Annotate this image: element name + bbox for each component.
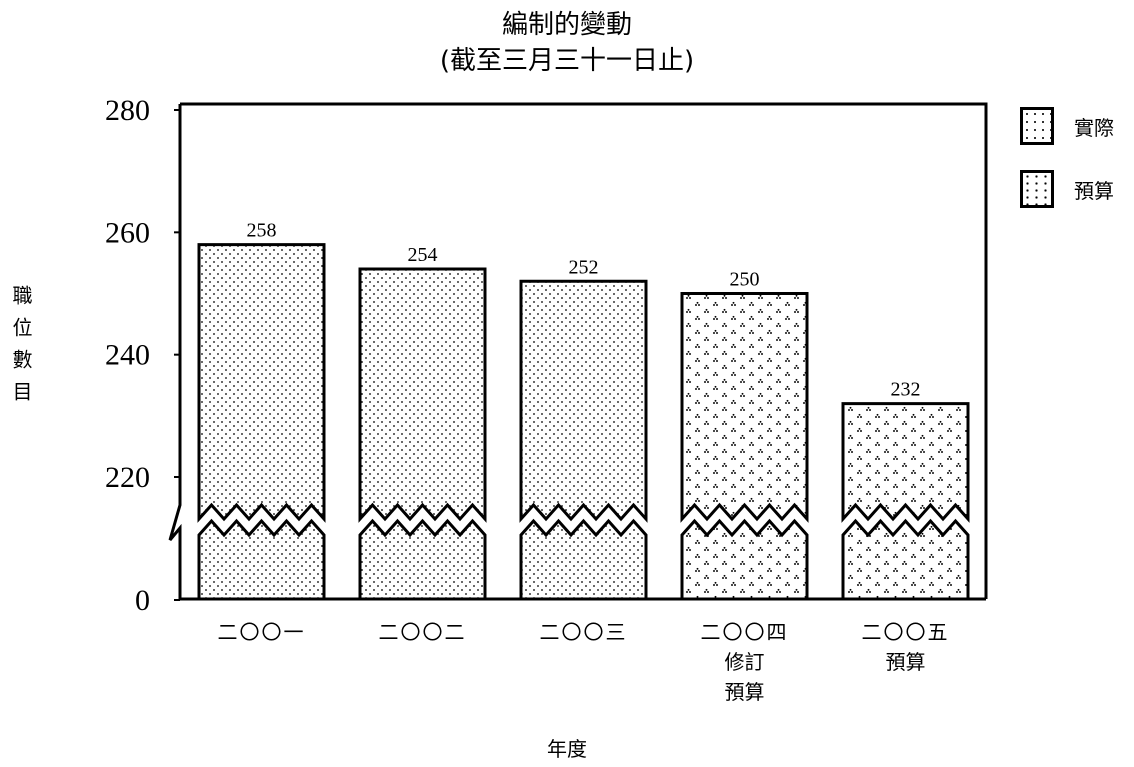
legend-swatch-estimate bbox=[1020, 170, 1054, 208]
x-tick-label: 二〇〇三 bbox=[540, 620, 628, 644]
x-tick-label: 二〇〇一 bbox=[218, 620, 306, 644]
y-tick-label: 240 bbox=[105, 339, 150, 372]
bar-lower bbox=[680, 518, 809, 601]
plot-frame bbox=[168, 102, 988, 599]
bar-upper bbox=[197, 243, 326, 523]
chart-subtitle: (截至三月三十一日止) bbox=[439, 46, 695, 76]
y-tick-label: 0 bbox=[135, 584, 150, 617]
y-axis-label: 職位數目 bbox=[9, 285, 33, 413]
bar-value-label: 258 bbox=[247, 220, 277, 242]
x-tick-label: 預算 bbox=[886, 650, 926, 674]
bar-upper bbox=[519, 279, 648, 523]
bar-value-label: 232 bbox=[891, 379, 921, 401]
x-tick-label: 二〇〇四 bbox=[701, 620, 789, 644]
y-tick-label: 260 bbox=[105, 216, 150, 249]
bar-lower bbox=[197, 518, 326, 601]
bar-lower bbox=[519, 518, 648, 601]
legend-label-actual: 實際 bbox=[1074, 115, 1114, 140]
y-tick-label: 280 bbox=[105, 94, 150, 127]
bar-upper bbox=[841, 402, 970, 523]
bar-upper bbox=[358, 267, 487, 523]
bar-value-label: 250 bbox=[730, 269, 760, 291]
x-axis-label: 年度 bbox=[547, 737, 587, 761]
x-tick-label: 預算 bbox=[725, 680, 765, 704]
bar-upper bbox=[680, 292, 809, 523]
bar-lower bbox=[841, 518, 970, 601]
legend-label-estimate: 預算 bbox=[1074, 178, 1114, 203]
legend-swatch-actual bbox=[1020, 107, 1054, 145]
x-tick-label: 二〇〇二 bbox=[379, 620, 467, 644]
legend-item-estimate: 預算 bbox=[1020, 169, 1114, 209]
bar-value-label: 252 bbox=[569, 256, 599, 278]
x-tick-label: 修訂 bbox=[725, 650, 765, 674]
bar-lower bbox=[358, 518, 487, 601]
x-tick-label: 二〇〇五 bbox=[862, 620, 950, 644]
bar-value-label: 254 bbox=[408, 244, 438, 266]
legend-item-actual: 實際 bbox=[1020, 106, 1114, 146]
y-tick-label: 220 bbox=[105, 461, 150, 494]
chart-title: 編制的變動 bbox=[501, 10, 632, 40]
